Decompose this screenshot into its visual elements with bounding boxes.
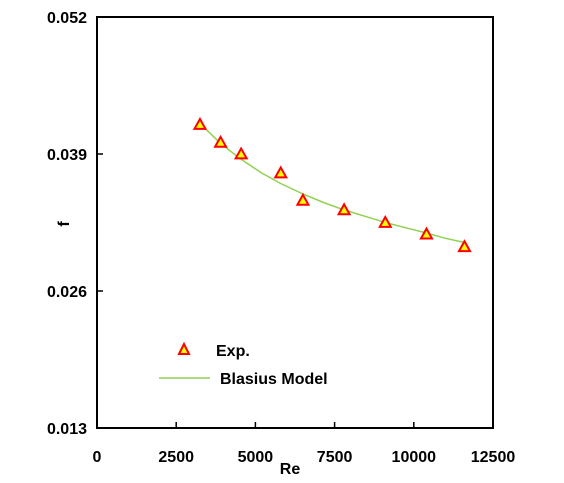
x-tick-label: 10000: [392, 449, 437, 466]
x-axis-ticks: 0 2500 5000 7500 10000 12500: [93, 422, 516, 466]
legend-exp-marker: [177, 341, 191, 355]
legend-exp-label: Exp.: [216, 343, 250, 360]
legend: Exp. Blasius Model: [159, 341, 328, 388]
x-axis-title: Re: [280, 461, 301, 478]
exp-data-point: [419, 226, 434, 240]
blasius-model-line: [199, 122, 465, 244]
legend-blasius-label: Blasius Model: [220, 371, 328, 388]
exp-data-point: [457, 239, 472, 253]
exp-data-point: [233, 146, 249, 160]
exp-data-point: [336, 202, 352, 216]
x-tick-label: 7500: [317, 449, 353, 466]
exp-data-point: [273, 165, 288, 179]
exp-data-point: [378, 214, 393, 228]
y-axis-title: f: [56, 221, 73, 227]
series-points: [192, 116, 472, 253]
x-tick-label: 0: [93, 449, 102, 466]
y-tick-label: 0.039: [47, 147, 87, 164]
y-tick-label: 0.026: [47, 284, 87, 301]
y-axis-ticks: 0.052 0.039 0.026 0.013: [47, 10, 103, 438]
plot-area: [96, 16, 494, 429]
y-tick-label: 0.052: [47, 10, 87, 27]
x-tick-label: 5000: [238, 449, 274, 466]
exp-data-point: [295, 192, 311, 206]
exp-data-point: [213, 134, 228, 148]
x-tick-label: 2500: [158, 449, 194, 466]
series-lines: [199, 122, 465, 244]
exp-data-point: [192, 116, 208, 130]
x-tick-label: 12500: [471, 449, 516, 466]
y-tick-label: 0.013: [47, 421, 87, 438]
